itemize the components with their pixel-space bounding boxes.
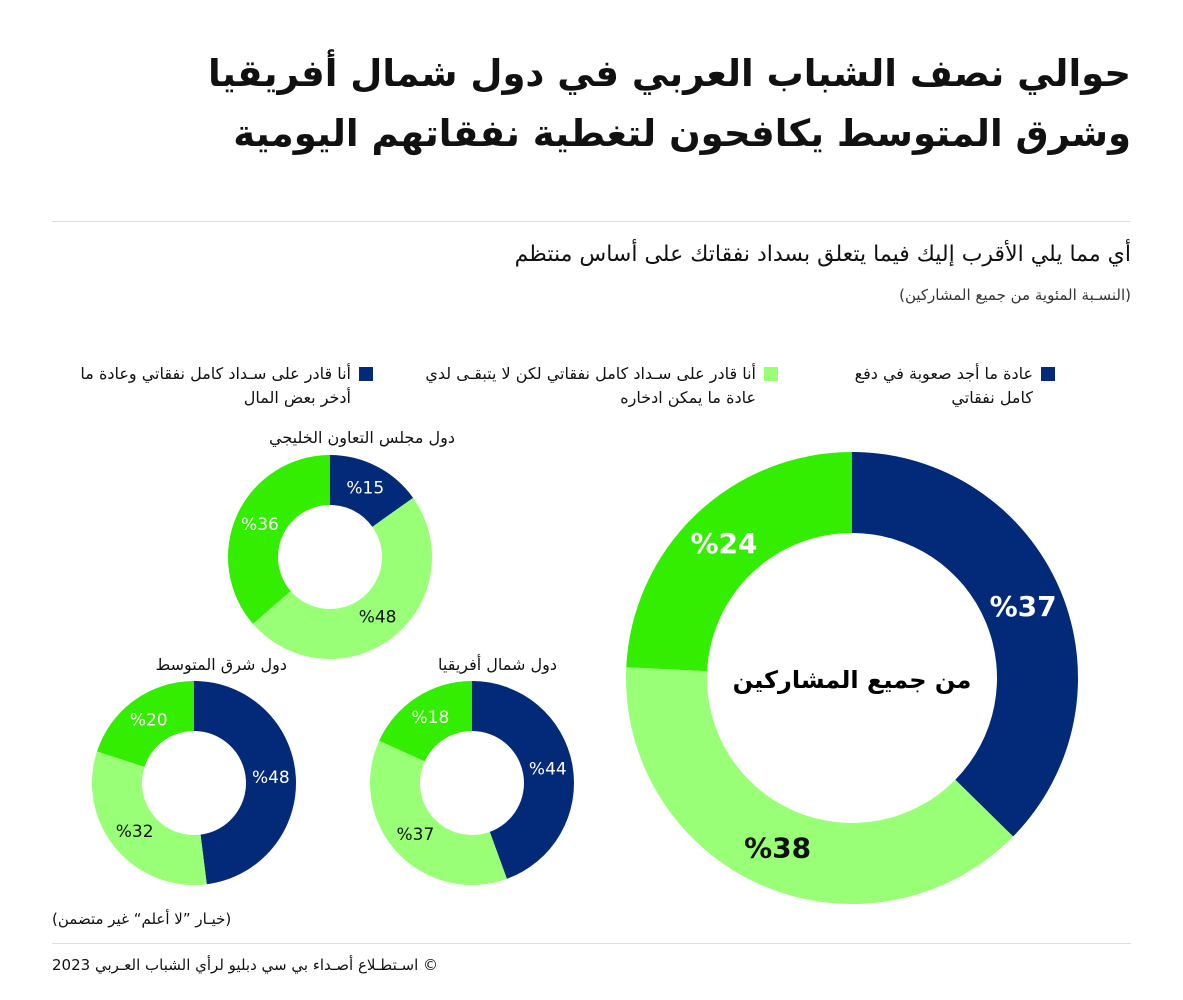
divider bbox=[52, 943, 1131, 944]
donut-north-africa-label-1: %37 bbox=[397, 825, 435, 845]
donut-north-africa-slice-0 bbox=[472, 681, 575, 879]
question: أي مما يلي الأقرب إليك فيما يتعلق بسداد … bbox=[514, 242, 1131, 267]
donut-all-slice-0 bbox=[852, 452, 1079, 837]
legend-label: عادة ما أجد صعوبة في دفع كامل نفقاتي bbox=[854, 364, 1033, 407]
legend-swatch bbox=[764, 367, 778, 381]
page-title: حوالي نصف الشباب العربي في دول شمال أفري… bbox=[207, 52, 1131, 155]
donut-gcc-slice-2 bbox=[228, 455, 330, 624]
legend-item-difficulty: عادة ما أجد صعوبة في دفع كامل نفقاتي bbox=[835, 362, 1055, 410]
donut-gcc-slice-1 bbox=[252, 497, 432, 659]
north-africa-title: دول شمال أفريقيا bbox=[438, 655, 557, 674]
donut-gcc-label-0: %15 bbox=[346, 479, 384, 499]
donut-east-med-slice-2 bbox=[96, 681, 194, 767]
gcc-title: دول مجلس التعاون الخليجي bbox=[269, 428, 455, 447]
source: © اسـتطـلاع أصـداء بي سي دبليو لرأي الشب… bbox=[52, 956, 439, 974]
donut-gcc-label-1: %48 bbox=[359, 608, 397, 628]
donut-north-africa-label-0: %44 bbox=[529, 760, 567, 780]
donut-gcc-label-2: %36 bbox=[241, 515, 279, 535]
donut-all-label-1: %38 bbox=[744, 831, 811, 864]
footnote: (خيـار ”لا أعلم“ غير متضمن) bbox=[52, 910, 232, 928]
subtitle: (النسـبة المئوية من جميع المشاركين) bbox=[899, 286, 1131, 304]
east-med-title: دول شرق المتوسط bbox=[155, 655, 287, 674]
donut-north-africa-slice-2 bbox=[379, 681, 472, 762]
donut-all-center-title: من جميع المشاركين bbox=[733, 666, 972, 694]
donut-all-label-2: %24 bbox=[690, 527, 757, 560]
donut-gcc-slice-0 bbox=[330, 455, 414, 527]
donut-east-med-label-1: %32 bbox=[116, 822, 154, 842]
donut-east-med-label-0: %48 bbox=[252, 768, 290, 788]
donut-north-africa-slice-1 bbox=[370, 740, 507, 885]
donut-all-label-0: %37 bbox=[990, 590, 1057, 623]
legend-item-no-savings: أنا قادر على سـداد كامل نفقاتي لكن لا يت… bbox=[418, 362, 778, 410]
legend-label: أنا قادر على سـداد كامل نفقاتي وعادة ما … bbox=[80, 364, 351, 407]
donut-all-slice-1 bbox=[626, 667, 1014, 904]
legend-swatch bbox=[1041, 367, 1055, 381]
legend-swatch bbox=[359, 367, 373, 381]
donut-north-africa-label-2: %18 bbox=[411, 708, 449, 728]
legend-item-saves: أنا قادر على سـداد كامل نفقاتي وعادة ما … bbox=[73, 362, 373, 410]
legend-label: أنا قادر على سـداد كامل نفقاتي لكن لا يت… bbox=[425, 364, 756, 407]
donut-east-med-slice-1 bbox=[92, 751, 207, 885]
divider bbox=[52, 221, 1131, 222]
donut-all-slice-2 bbox=[626, 452, 852, 672]
donut-east-med-label-2: %20 bbox=[130, 711, 168, 731]
donut-east-med-slice-0 bbox=[194, 681, 297, 885]
